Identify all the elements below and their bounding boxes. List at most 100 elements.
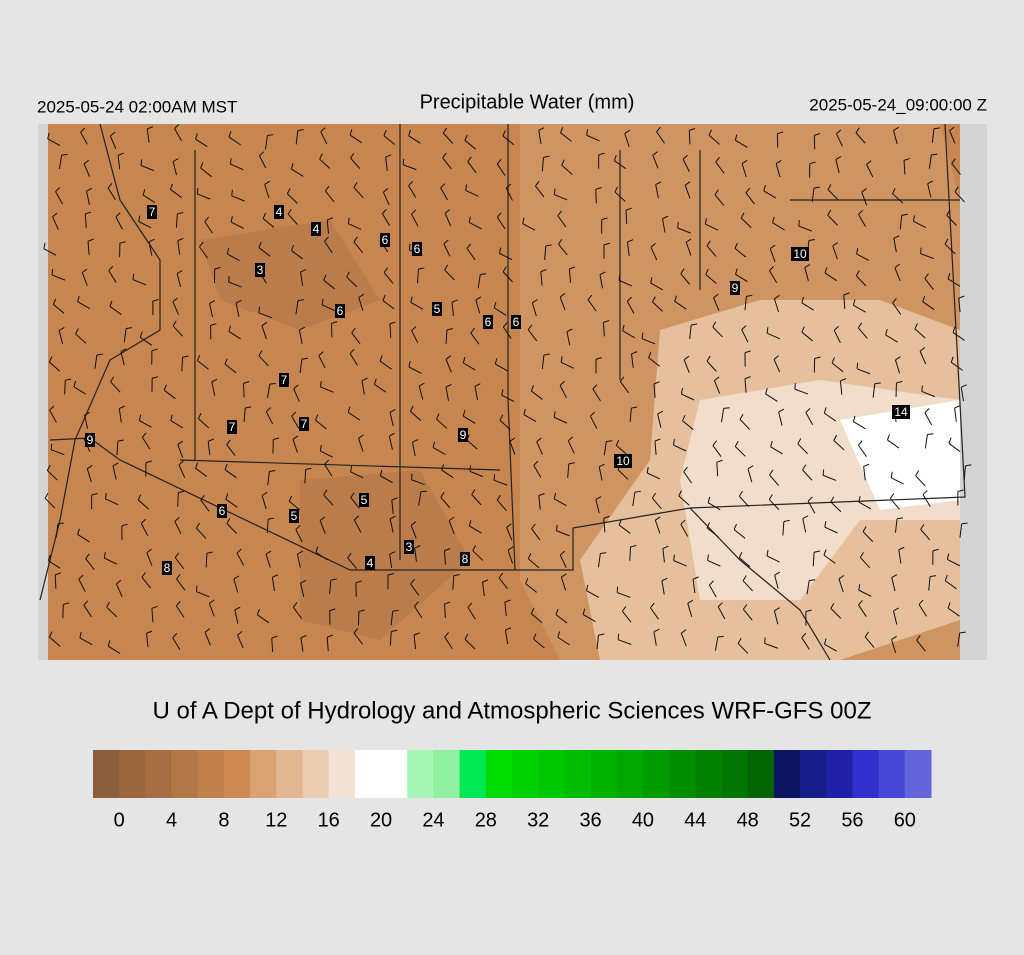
colorbar-swatch [198, 750, 225, 798]
colorbar-tick-label: 40 [632, 809, 654, 831]
colorbar-swatch [826, 750, 853, 798]
station-value: 9 [87, 433, 94, 447]
station-value: 7 [281, 373, 288, 387]
station-value: 7 [229, 420, 236, 434]
colorbar-swatch [224, 750, 251, 798]
wind-barb [642, 333, 643, 339]
wind-barb [243, 383, 244, 397]
station-value: 5 [291, 509, 298, 523]
wind-barb [55, 575, 56, 589]
wind-barb [206, 553, 207, 567]
colorbar-swatch [695, 750, 722, 798]
colorbar-swatch [538, 750, 565, 798]
station-value: 6 [337, 304, 344, 318]
colorbar-tick-label: 4 [166, 809, 177, 831]
colorbar-swatch [669, 750, 696, 798]
station-value: 9 [732, 281, 739, 295]
wind-barb [718, 636, 724, 637]
station-value: 6 [382, 233, 389, 247]
colorbar-tick-label: 0 [114, 809, 125, 831]
wind-barb [809, 580, 815, 581]
colorbar-swatch [564, 750, 591, 798]
title: Precipitable Water (mm) [420, 91, 635, 113]
wind-barb [556, 525, 557, 531]
colorbar-tick-label: 12 [265, 809, 287, 831]
wind-barb [795, 383, 796, 389]
wind-barb [765, 637, 766, 643]
station-value: 10 [793, 247, 807, 261]
colorbar-swatch [460, 750, 487, 798]
wind-barb [133, 274, 134, 280]
colorbar-swatch [905, 750, 932, 798]
station-value: 3 [257, 263, 264, 277]
wind-barb [421, 491, 427, 492]
wind-barb [65, 380, 66, 394]
wind-barb [62, 154, 68, 155]
station-value: 9 [460, 428, 467, 442]
valid-utc: 2025-05-24_09:00:00 Z [809, 95, 987, 114]
colorbar-tick-label: 36 [579, 809, 601, 831]
station-value: 6 [513, 315, 520, 329]
colorbar-swatch [329, 750, 356, 798]
station-value: 5 [361, 493, 368, 507]
wind-barb [480, 274, 486, 275]
colorbar-swatch [276, 750, 303, 798]
station-value: 6 [485, 315, 492, 329]
colorbar-swatch [407, 750, 434, 798]
wind-barb [178, 493, 179, 507]
wind-barb [196, 586, 197, 592]
station-value: 4 [313, 222, 320, 236]
colorbar-swatch [486, 750, 513, 798]
colorbar-swatch [433, 750, 460, 798]
station-value: 8 [164, 561, 171, 575]
wind-barb [141, 159, 142, 165]
colorbar-tick-label: 60 [894, 809, 916, 831]
colorbar-swatch [303, 750, 330, 798]
wind-barb [678, 222, 679, 228]
station-value: 7 [149, 205, 156, 219]
colorbar-swatch [172, 750, 199, 798]
wind-barb [259, 307, 260, 313]
station-value: 7 [301, 417, 308, 431]
wind-barb [626, 210, 627, 224]
station-value: 10 [616, 454, 630, 468]
colorbar-swatch [774, 750, 801, 798]
station-value: 5 [434, 302, 441, 316]
colorbar-tick-label: 52 [789, 809, 811, 831]
wind-barb [197, 188, 198, 194]
colorbar-tick-label: 32 [527, 809, 549, 831]
colorbar-swatch [643, 750, 670, 798]
colorbar-swatch [355, 750, 382, 798]
colorbar-swatch [145, 750, 172, 798]
wind-barb [921, 248, 922, 254]
colorbar-swatch [381, 750, 408, 798]
colorbar-swatch [250, 750, 277, 798]
colorbar-tick-label: 24 [422, 809, 444, 831]
colorbar-swatch [617, 750, 644, 798]
colorbar-swatch [93, 750, 120, 798]
station-value: 14 [894, 405, 908, 419]
colorbar-tick-label: 56 [841, 809, 863, 831]
wind-barb [409, 244, 410, 250]
valid-local: 2025-05-24 02:00AM MST [37, 97, 237, 116]
station-value: 6 [414, 242, 421, 256]
station-value: 8 [462, 552, 469, 566]
wind-barb [922, 386, 923, 392]
colorbar-swatch [119, 750, 146, 798]
wind-barb [390, 324, 391, 338]
colorbar-swatch [800, 750, 827, 798]
station-value: 3 [406, 540, 413, 554]
wind-barb [960, 632, 966, 633]
wind-barb [857, 363, 858, 369]
colorbar-swatch [852, 750, 879, 798]
colorbar-tick-label: 16 [318, 809, 340, 831]
wind-barb [799, 220, 800, 226]
colorbar-swatch [879, 750, 906, 798]
colorbar-tick-label: 28 [475, 809, 497, 831]
wind-barb [823, 469, 824, 475]
wind-barb [724, 408, 730, 409]
wind-barb [229, 276, 230, 282]
colorbar-swatch [591, 750, 618, 798]
